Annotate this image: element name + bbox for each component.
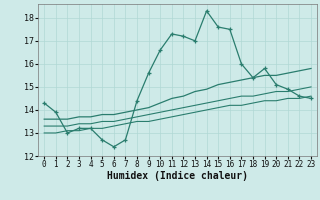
X-axis label: Humidex (Indice chaleur): Humidex (Indice chaleur) <box>107 171 248 181</box>
